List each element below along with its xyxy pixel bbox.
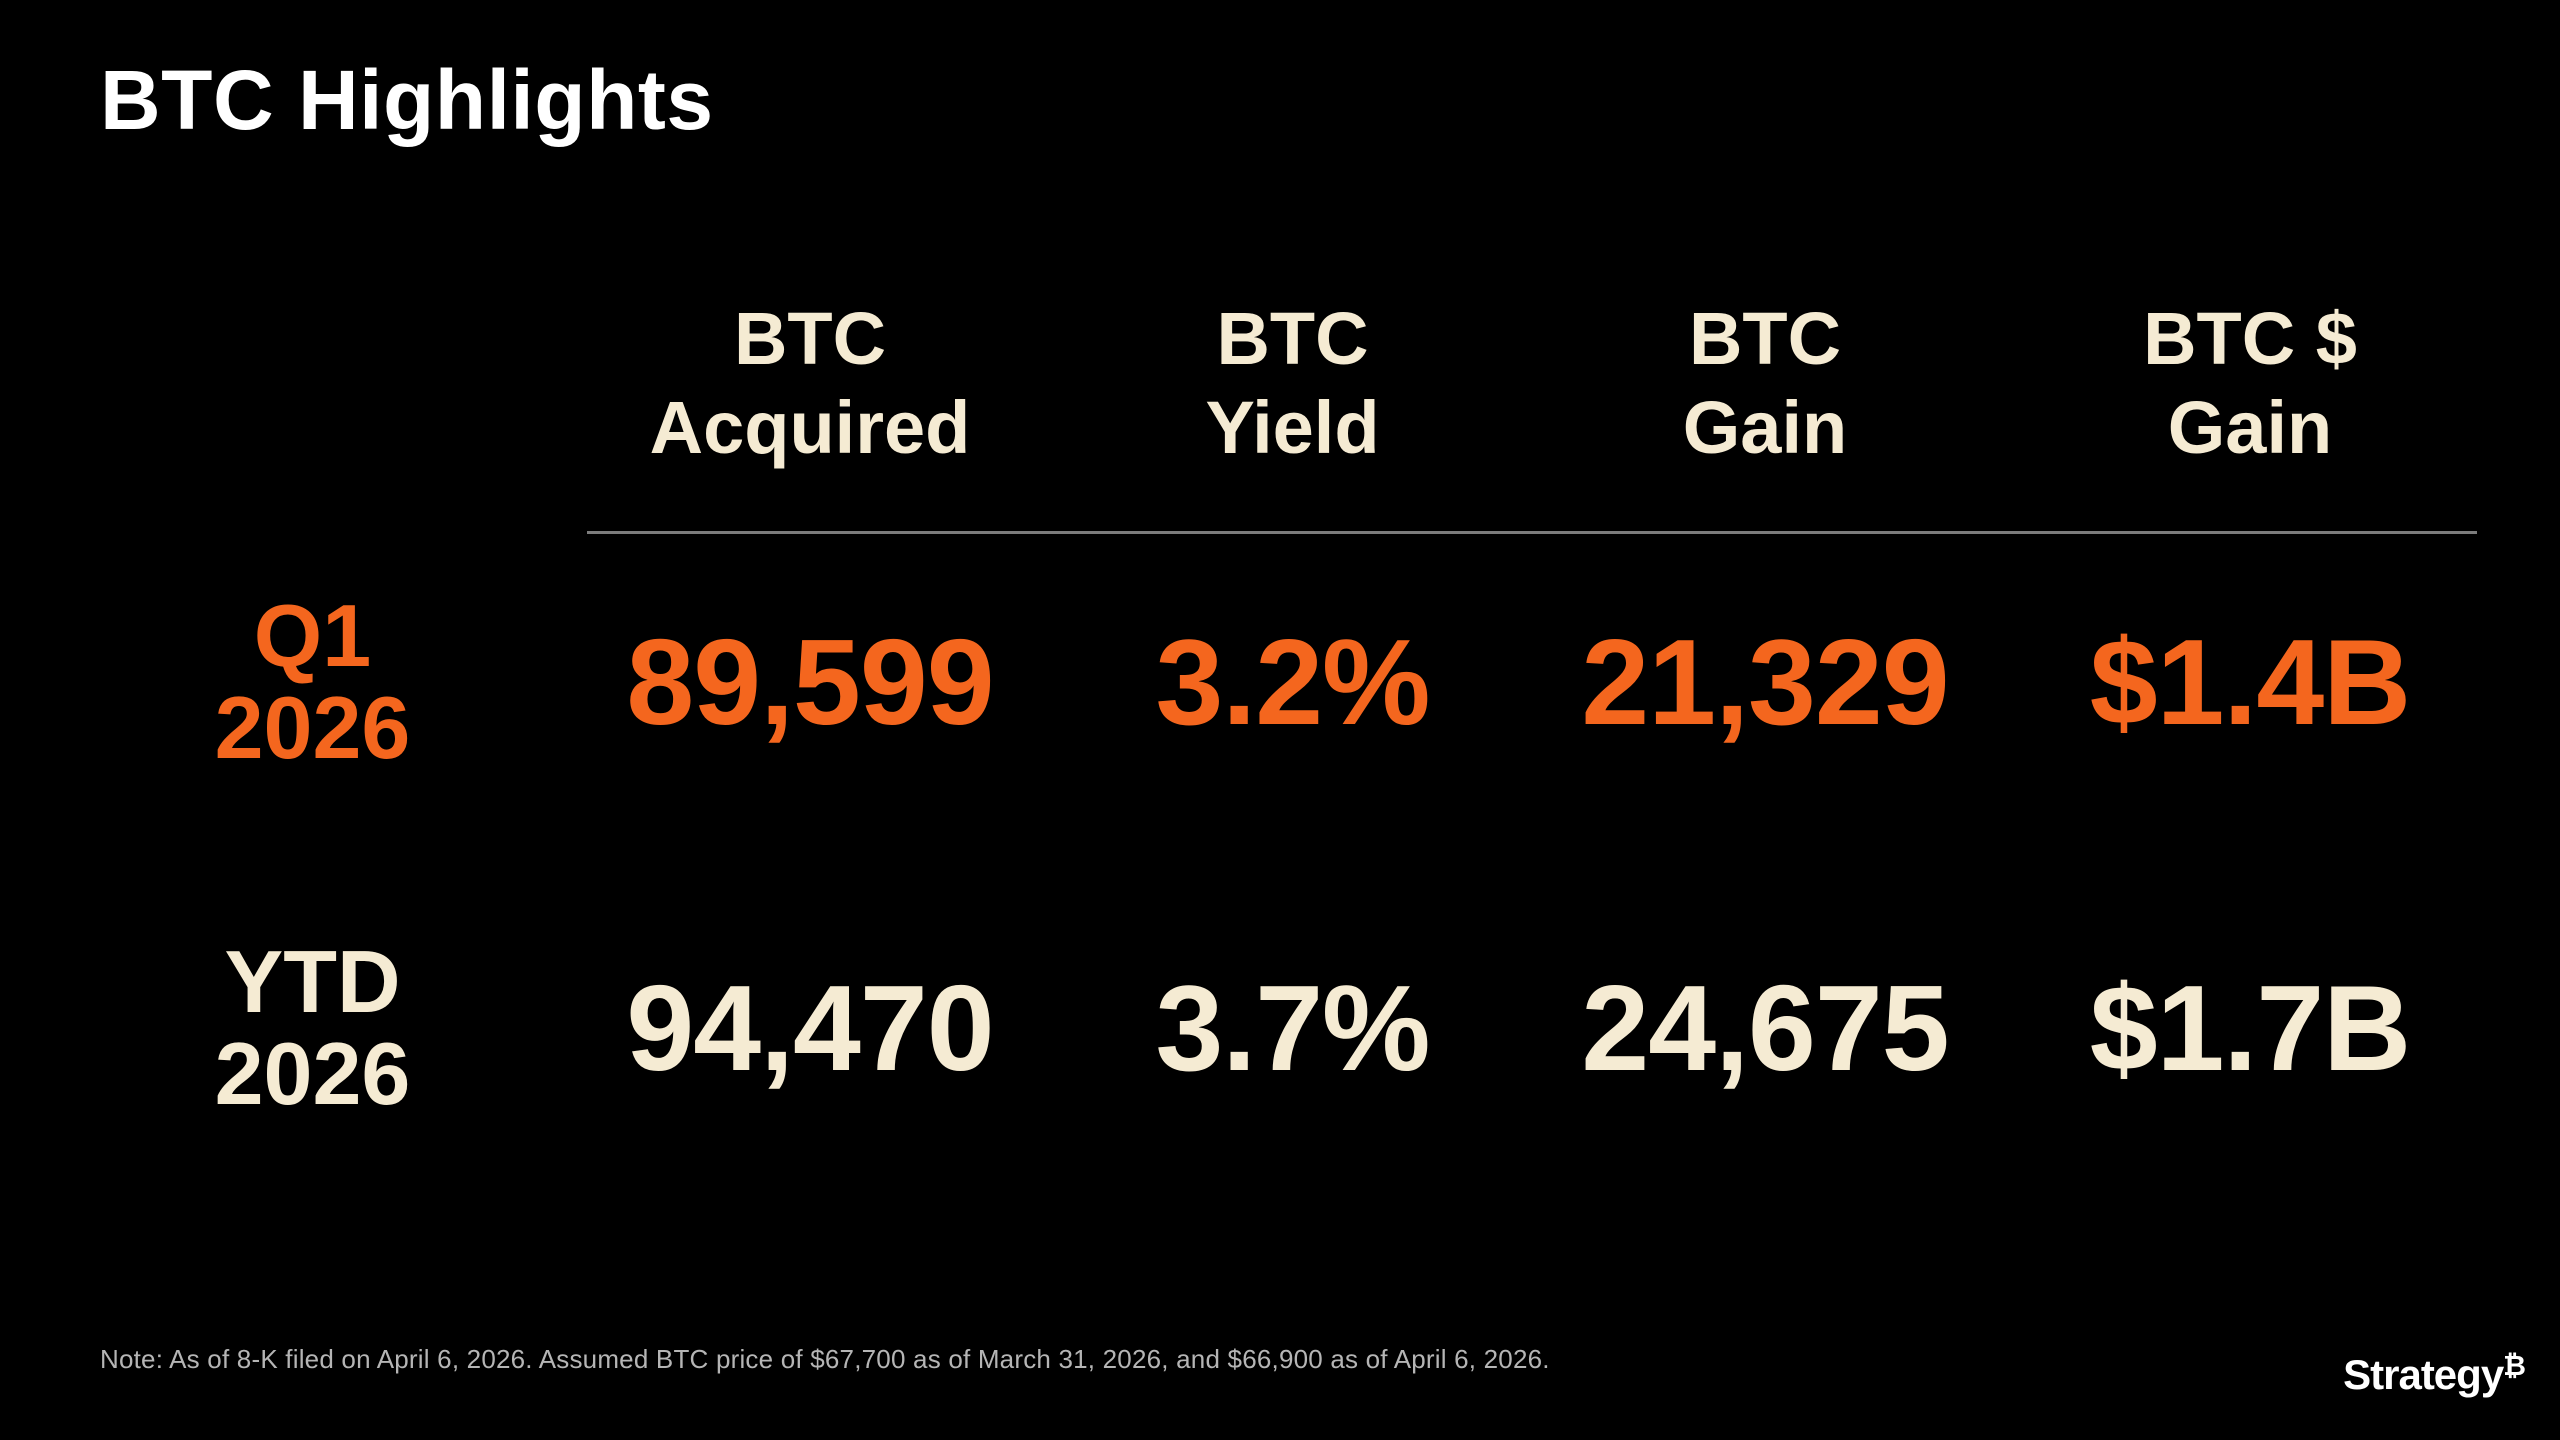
cell-q1-btc-yield: 3.2% [1155,614,1430,750]
row-label-ytd-2026-line2: 2026 [214,1024,411,1123]
header-btc-acquired-line1: BTC [733,297,887,380]
row-label-q1-2026: Q1 2026 [60,572,565,792]
header-btc-yield-line1: BTC [1216,297,1369,380]
cell-q1-btc-gain: 21,329 [1581,614,1949,750]
header-btc-yield-line2: Yield [1205,385,1380,469]
strategy-logo: Strategy₿ [2343,1352,2526,1396]
cell-q1-btc-dollar-gain: $1.4B [2089,614,2412,750]
header-btc-gain: BTC Gain [1530,295,2000,473]
row-label-ytd-2026: YTD 2026 [60,918,565,1138]
row-label-ytd-2026-line1: YTD [224,931,401,1031]
page-title: BTC Highlights [100,53,714,147]
header-btc-acquired-line2: Acquired [649,385,971,469]
cell-ytd-btc-acquired: 94,470 [626,960,994,1096]
header-spacer [60,295,565,473]
cell-ytd-btc-gain: 24,675 [1581,960,1949,1096]
table-row-q1-2026: Q1 2026 89,599 3.2% 21,329 $1.4B [60,572,2500,792]
cell-ytd-btc-dollar-gain: $1.7B [2089,960,2412,1096]
header-divider [587,531,2477,534]
header-btc-dollar-gain-line2: Gain [2167,385,2333,469]
header-btc-gain-line2: Gain [1682,385,1848,469]
header-btc-dollar-gain: BTC $ Gain [2000,295,2500,473]
table-header-row: BTC Acquired BTC Yield BTC Gain BTC $ Ga… [60,295,2500,473]
row-label-q1-2026-line2: 2026 [214,678,411,777]
header-btc-gain-line1: BTC [1688,297,1842,380]
header-btc-yield: BTC Yield [1055,295,1530,473]
row-label-q1-2026-line1: Q1 [253,585,372,685]
header-btc-acquired: BTC Acquired [565,295,1055,473]
strategy-logo-text: Strategy [2343,1351,2504,1398]
bitcoin-icon: ₿ [2503,1349,2526,1382]
cell-q1-btc-acquired: 89,599 [626,614,994,750]
table-row-ytd-2026: YTD 2026 94,470 3.7% 24,675 $1.7B [60,918,2500,1138]
footnote: Note: As of 8-K filed on April 6, 2026. … [100,1344,1550,1374]
cell-ytd-btc-yield: 3.7% [1155,960,1430,1096]
header-btc-dollar-gain-line1: BTC $ [2143,297,2357,380]
